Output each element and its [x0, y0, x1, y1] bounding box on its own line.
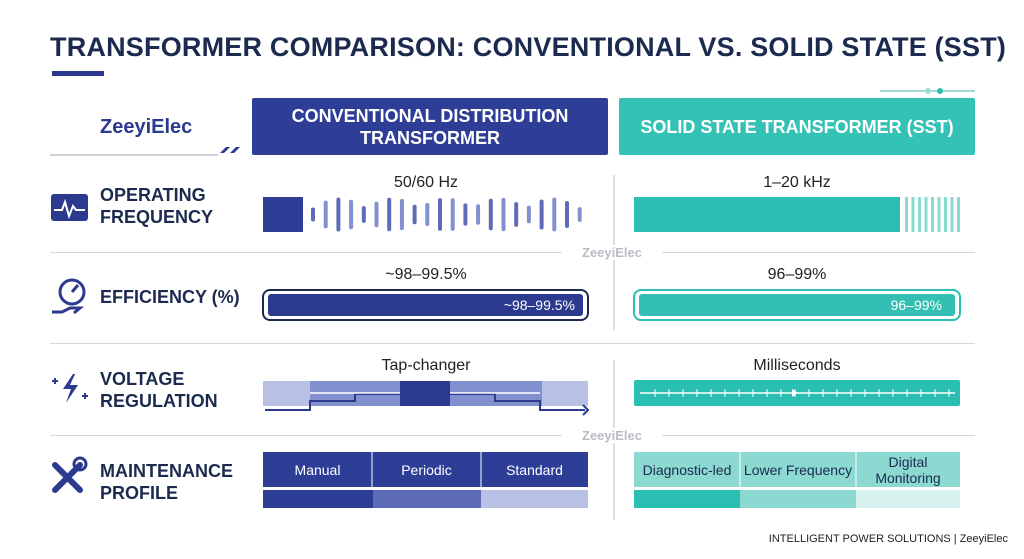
decor-shape — [911, 197, 915, 232]
row-label: OPERATING FREQUENCY — [100, 185, 214, 227]
decor-shape — [438, 198, 442, 231]
decor-shape — [944, 197, 947, 232]
decor-shape — [323, 200, 328, 229]
decor-shape — [361, 206, 366, 223]
decor-shape — [905, 197, 908, 232]
decor-shape — [950, 197, 954, 232]
decor-shape — [374, 201, 379, 228]
cell: Digital Monitoring — [875, 453, 941, 486]
decor-shape — [501, 197, 506, 232]
cell: Standard — [506, 461, 563, 478]
decor-shape — [488, 198, 493, 231]
decor-shape — [552, 197, 557, 232]
decor-shape — [399, 198, 404, 231]
footer: INTELLIGENT POWER SOLUTIONS | ZeeyiElec — [768, 533, 1008, 545]
decor-shape — [336, 197, 341, 232]
decor-shape — [425, 202, 430, 227]
row-label: VOLTAGE REGULATION — [100, 369, 218, 411]
decor-shape — [476, 204, 481, 225]
decor-shape — [931, 197, 934, 232]
separator — [50, 252, 975, 253]
cell: Manual — [294, 461, 341, 478]
decor-shape — [918, 197, 921, 232]
decor-shape — [263, 197, 303, 232]
decor-shape — [565, 200, 569, 229]
column-header: CONVENTIONAL DISTRIBUTION TRANSFORMER — [252, 98, 608, 155]
decor-shape — [577, 207, 582, 222]
row-label: MAINTENANCE PROFILE — [100, 461, 233, 503]
cell: Lower Frequency — [743, 461, 853, 478]
decor-shape — [349, 199, 354, 230]
decor-shape — [463, 203, 468, 226]
title-accent — [52, 71, 104, 76]
title: TRANSFORMER COMPARISON: CONVENTIONAL VS.… — [50, 32, 1007, 62]
decor-shape — [311, 207, 315, 222]
separator — [50, 343, 975, 344]
watermark: ZeeyiElec — [562, 245, 662, 260]
conventional-value: 50/60 Hz — [393, 174, 459, 191]
bar-label: ~98–99.5% — [503, 297, 575, 313]
decor-shape — [957, 197, 960, 232]
cell: Periodic — [401, 461, 452, 478]
watermark: ZeeyiElec — [562, 428, 662, 443]
decor-shape — [450, 198, 455, 231]
row-label: EFFICIENCY (%) — [100, 287, 240, 307]
sst-value: 96–99% — [767, 266, 827, 283]
conventional-value: Tap-changer — [381, 357, 471, 374]
decor-shape — [412, 204, 417, 225]
cell: Diagnostic-led — [642, 461, 732, 478]
decor-shape — [526, 205, 531, 224]
sst-value: Milliseconds — [753, 357, 841, 374]
decor-shape — [924, 197, 928, 232]
decor-shape — [937, 197, 941, 232]
brand: ZeeyiElec — [100, 116, 193, 138]
conventional-value: ~98–99.5% — [385, 266, 467, 283]
decor-shape — [539, 199, 544, 230]
decor-shape — [387, 197, 392, 232]
bar-label: 96–99% — [890, 297, 942, 313]
sst-value: 1–20 kHz — [763, 174, 831, 191]
separator — [50, 435, 975, 436]
decor-shape — [514, 202, 519, 227]
column-header: SOLID STATE TRANSFORMER (SST) — [619, 98, 975, 155]
decor-shape — [634, 197, 900, 232]
